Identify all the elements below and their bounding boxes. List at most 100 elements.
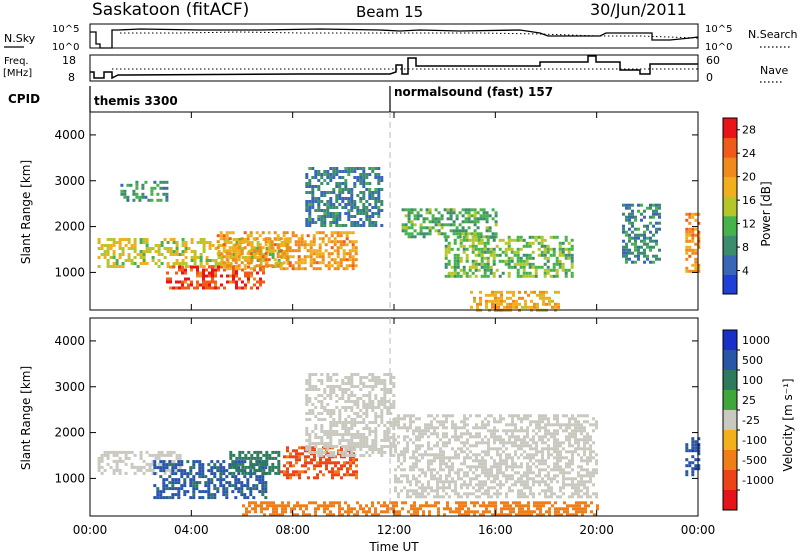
heatmap-cell [506, 504, 509, 508]
heatmap-cell [538, 429, 541, 433]
heatmap-cell [156, 490, 160, 494]
heatmap-cell [159, 490, 163, 494]
heatmap-cell [469, 432, 472, 436]
heatmap-cell [454, 480, 457, 484]
heatmap-cell [162, 180, 166, 184]
heatmap-cell [341, 397, 345, 400]
heatmap-cell [541, 426, 544, 430]
heatmap-cell [362, 206, 366, 209]
heatmap-cell [255, 475, 259, 479]
heatmap-cell [526, 417, 529, 421]
heatmap-cell [511, 462, 514, 466]
heatmap-cell [412, 453, 415, 457]
heatmap-cell [446, 501, 449, 505]
heatmap-cell [305, 439, 309, 442]
heatmap-cell [199, 256, 203, 259]
heatmap-cell [118, 244, 122, 247]
heatmap-cell [333, 231, 337, 235]
heatmap-cell [518, 290, 521, 294]
heatmap-cell [345, 258, 349, 262]
heatmap-cell [400, 462, 403, 466]
heatmap-cell [338, 418, 342, 421]
heatmap-cell [463, 432, 466, 436]
heatmap-cell [458, 211, 462, 215]
heatmap-cell [510, 238, 514, 242]
heatmap-cell [264, 243, 268, 247]
heatmap-cell [471, 262, 475, 266]
heatmap-cell [145, 462, 149, 466]
heatmap-cell [505, 456, 508, 460]
heatmap-cell [455, 232, 459, 236]
heatmap-cell [553, 492, 556, 496]
heatmap-cell [317, 448, 321, 451]
heatmap-cell [462, 265, 466, 269]
heatmap-cell [523, 495, 526, 499]
heatmap-cell [342, 258, 346, 262]
heatmap-cell [320, 209, 324, 212]
heatmap-cell [554, 290, 557, 294]
heatmap-cell [574, 477, 577, 481]
heatmap-cell [335, 197, 339, 200]
heatmap-cell [163, 256, 167, 259]
heatmap-cell [580, 474, 583, 478]
heatmap-cell [314, 415, 318, 418]
heatmap-cell [269, 501, 272, 505]
heatmap-cell [308, 385, 312, 388]
heatmap-cell [223, 241, 227, 244]
heatmap-cell [571, 450, 574, 454]
heatmap-cell [208, 259, 212, 262]
heatmap-cell [463, 417, 466, 421]
heatmap-cell [243, 231, 247, 235]
heatmap-cell [497, 290, 500, 294]
heatmap-cell [346, 473, 349, 477]
heatmap-cell [640, 218, 643, 222]
heatmap-cell [559, 486, 562, 490]
heatmap-cell [427, 414, 430, 418]
heatmap-cell [640, 245, 643, 249]
heatmap-cell [505, 468, 508, 472]
heatmap-cell [157, 450, 161, 454]
heatmap-cell [649, 215, 652, 219]
heatmap-cell [575, 513, 578, 517]
heatmap-cell [533, 501, 536, 505]
heatmap-cell [486, 256, 490, 260]
heatmap-cell [362, 194, 366, 197]
heatmap-cell [520, 465, 523, 469]
heatmap-cell [521, 510, 524, 514]
heatmap-cell [359, 379, 363, 382]
heatmap-cell [256, 453, 260, 457]
heatmap-cell [595, 420, 598, 424]
heatmap-cell [326, 206, 330, 209]
heatmap-cell [479, 217, 483, 221]
heatmap-cell [523, 429, 526, 433]
heatmap-cell [365, 394, 369, 397]
heatmap-cell [374, 206, 378, 209]
heatmap-cell [559, 459, 562, 463]
heatmap-cell [482, 217, 486, 221]
heatmap-cell [380, 379, 384, 382]
heatmap-cell [392, 433, 396, 436]
heatmap-cell [374, 221, 378, 224]
heatmap-cell [250, 456, 254, 460]
heatmap-cell [297, 243, 301, 247]
nsky-label: N.Sky [4, 32, 36, 45]
heatmap-cell [494, 223, 498, 227]
heatmap-cell [559, 489, 562, 493]
heatmap-cell [216, 246, 220, 250]
heatmap-cell [133, 244, 137, 247]
heatmap-cell [540, 238, 544, 242]
heatmap-cell [542, 504, 545, 508]
heatmap-cell [281, 507, 284, 511]
heatmap-cell [359, 397, 363, 400]
heatmap-cell [196, 241, 200, 244]
heatmap-cell [339, 264, 343, 268]
heatmap-cell [314, 397, 318, 400]
heatmap-cell [166, 280, 169, 284]
heatmap-cell [315, 249, 319, 253]
heatmap-cell [237, 267, 241, 271]
heatmap-cell [459, 256, 463, 260]
heatmap-cell [153, 463, 157, 467]
heatmap-cell [577, 480, 580, 484]
heatmap-cell [355, 464, 358, 468]
heatmap-cell [237, 240, 241, 244]
